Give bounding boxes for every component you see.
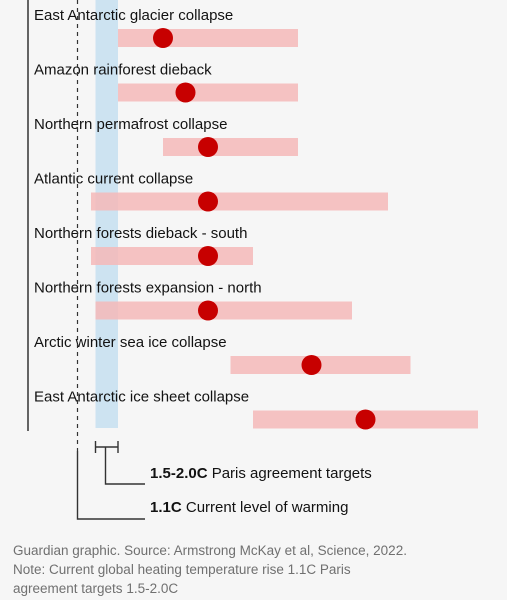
row: Northern forests expansion - north: [34, 280, 352, 321]
paris-legend-text: Paris agreement targets: [208, 465, 372, 482]
row: Amazon rainforest dieback: [34, 62, 298, 103]
row: Northern permafrost collapse: [34, 116, 298, 157]
range-bar: [118, 83, 298, 102]
current-legend: 1.1C Current level of warming: [76, 451, 348, 520]
estimate-dot: [153, 28, 173, 48]
row-label: Arctic winter sea ice collapse: [34, 334, 227, 351]
footnote-line-3: agreement targets 1.5-2.0C: [13, 581, 178, 596]
estimate-dot: [301, 355, 322, 375]
paris-target-band: [95, 0, 118, 428]
row: East Antarctic ice sheet collapse: [34, 389, 478, 430]
paris-bracket: [94, 441, 145, 485]
paris-legend-value: 1.5-2.0C: [150, 465, 208, 482]
row-label: East Antarctic ice sheet collapse: [34, 389, 249, 406]
row: Atlantic current collapse: [34, 171, 388, 212]
range-bar: [118, 29, 298, 47]
range-bar: [95, 301, 352, 320]
estimate-dot: [175, 82, 196, 103]
range-bar: [163, 138, 298, 156]
row: Northern forests dieback - south: [34, 225, 253, 266]
row: Arctic winter sea ice collapse: [34, 334, 411, 375]
rows-group: East Antarctic glacier collapse Amazon ra…: [34, 7, 478, 430]
row-label: Northern forests dieback - south: [34, 225, 247, 242]
footnote-line-2: Note: Current global heating temperature…: [13, 562, 351, 577]
paris-legend-label: 1.5-2.0C Paris agreement targets: [150, 465, 372, 482]
range-bar: [91, 247, 253, 265]
row: East Antarctic glacier collapse: [34, 7, 298, 48]
row-label: Atlantic current collapse: [34, 171, 193, 188]
estimate-dot: [198, 300, 218, 321]
row-label: East Antarctic glacier collapse: [34, 7, 233, 24]
row-label: Northern forests expansion - north: [34, 280, 262, 297]
estimate-dot: [198, 137, 218, 157]
current-legend-label: 1.1C Current level of warming: [150, 499, 348, 516]
footnote-line-1: Guardian graphic. Source: Armstrong McKa…: [13, 543, 407, 558]
range-bar: [91, 192, 388, 211]
row-label: Northern permafrost collapse: [34, 116, 227, 133]
current-legend-text: Current level of warming: [182, 499, 349, 516]
row-label: Amazon rainforest dieback: [34, 62, 212, 79]
estimate-dot: [198, 191, 218, 212]
current-bracket: [76, 451, 145, 520]
estimate-dot: [198, 246, 218, 266]
current-legend-value: 1.1C: [150, 499, 182, 516]
estimate-dot: [355, 409, 376, 430]
paris-legend: 1.5-2.0C Paris agreement targets: [94, 441, 372, 485]
